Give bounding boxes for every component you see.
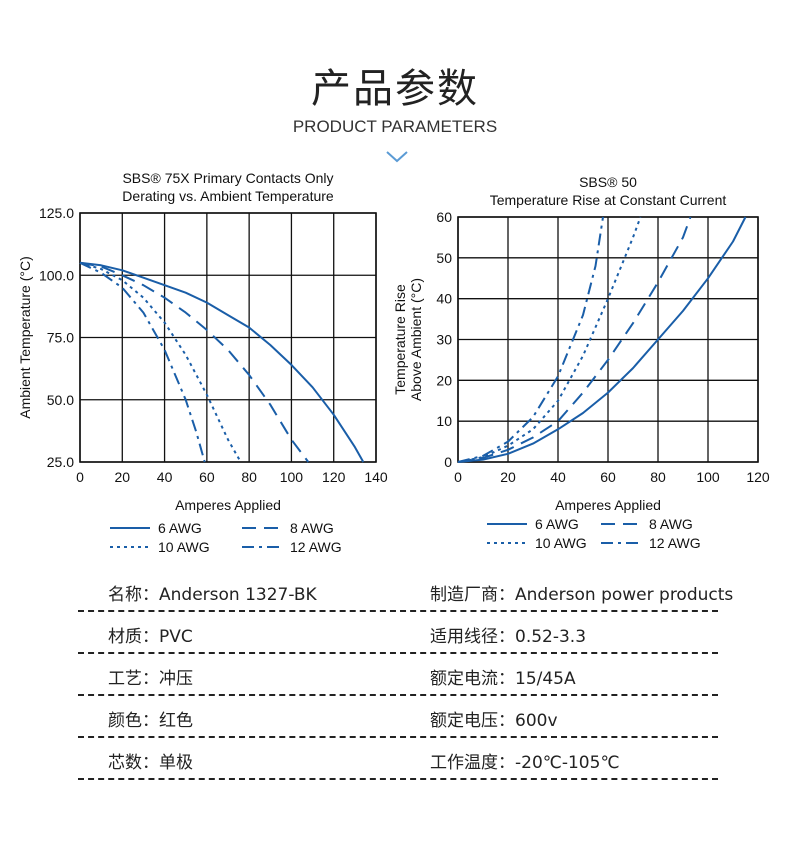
charts-area: SBS® 75X Primary Contacts Only Derating v…	[17, 170, 770, 555]
param-row: 芯数：单极 工作温度：-20℃-105℃	[78, 738, 718, 780]
x-tick-label: 40	[550, 469, 566, 485]
y-tick-label: 100.0	[39, 267, 74, 283]
series-line-6-awg	[79, 261, 365, 463]
legend-label: 8 AWG	[649, 516, 693, 532]
series-line-12-awg	[457, 216, 604, 463]
param-color: 颜色：红色	[108, 711, 193, 731]
series-line-8-awg	[457, 216, 692, 463]
y-tick-label: 40	[436, 291, 452, 307]
param-row: 颜色：红色 额定电压：600v	[78, 696, 718, 738]
series-line-8-awg	[79, 261, 310, 463]
page-title: 产品参数	[311, 66, 479, 112]
param-rated-voltage: 额定电压：600v	[430, 711, 558, 731]
param-name: 名称：Anderson 1327-BK	[108, 585, 317, 605]
plot-frame	[457, 216, 759, 463]
param-row: 名称：Anderson 1327-BK 制造厂商：Anderson power …	[78, 570, 733, 612]
y-tick-label: 125.0	[39, 205, 74, 221]
temperature-rise-chart: SBS® 50 Temperature Rise at Constant Curr…	[392, 174, 770, 551]
legend-label: 12 AWG	[649, 535, 701, 551]
y-axis-label: Ambient Temperature (°C)	[17, 256, 33, 419]
chart-grid	[457, 216, 759, 463]
x-tick-label: 120	[746, 469, 770, 485]
parameter-table: 名称：Anderson 1327-BK 制造厂商：Anderson power …	[78, 570, 733, 780]
param-row: 工艺：冲压 额定电流：15/45A	[78, 654, 718, 696]
series-line-12-awg	[79, 261, 206, 463]
derating-chart: SBS® 75X Primary Contacts Only Derating v…	[17, 170, 388, 555]
y-tick-label: 25.0	[47, 454, 74, 470]
page-subtitle: PRODUCT PARAMETERS	[292, 117, 498, 136]
param-manufacturer: 制造厂商：Anderson power products	[430, 585, 734, 605]
x-tick-label: 140	[364, 469, 388, 485]
y-tick-label: 75.0	[47, 330, 74, 346]
y-tick-label: 30	[436, 332, 452, 348]
param-operating-temp: 工作温度：-20℃-105℃	[430, 753, 620, 773]
y-tick-label: 50	[436, 250, 452, 266]
x-axis-label: Amperes Applied	[175, 497, 281, 513]
chart-title: SBS® 50	[579, 174, 637, 190]
x-tick-label: 120	[322, 469, 346, 485]
x-tick-label: 100	[696, 469, 720, 485]
y-tick-label: 20	[436, 372, 452, 388]
chevron-down-icon	[386, 151, 408, 163]
legend-label: 6 AWG	[535, 516, 579, 532]
chart-title: SBS® 75X Primary Contacts Only	[122, 170, 333, 186]
y-axis-label-line2: Above Ambient (°C)	[408, 278, 424, 401]
y-tick-label: 50.0	[47, 392, 74, 408]
param-row: 材质：PVC 适用线径：0.52-3.3	[78, 612, 718, 654]
legend-label: 10 AWG	[158, 539, 210, 555]
series-line-10-awg	[79, 261, 242, 463]
legend-label: 6 AWG	[158, 520, 202, 536]
y-axis-label-line1: Temperature Rise	[392, 284, 408, 395]
x-tick-label: 0	[454, 469, 462, 485]
y-tick-label: 60	[436, 209, 452, 225]
chart-subtitle: Temperature Rise at Constant Current	[490, 192, 727, 208]
x-tick-label: 20	[500, 469, 516, 485]
plot-frame	[79, 212, 377, 463]
x-axis-label: Amperes Applied	[555, 497, 661, 513]
x-tick-label: 60	[600, 469, 616, 485]
series-line-10-awg	[457, 216, 642, 463]
x-tick-label: 100	[280, 469, 304, 485]
x-tick-label: 60	[199, 469, 215, 485]
param-wire-gauge: 适用线径：0.52-3.3	[430, 627, 587, 647]
x-tick-label: 80	[650, 469, 666, 485]
legend-label: 12 AWG	[290, 539, 342, 555]
y-tick-label: 10	[436, 413, 452, 429]
param-material: 材质：PVC	[108, 627, 193, 647]
legend-label: 8 AWG	[290, 520, 334, 536]
x-tick-label: 40	[157, 469, 173, 485]
param-rated-current: 额定电流：15/45A	[430, 669, 576, 689]
x-tick-label: 0	[76, 469, 84, 485]
chart-subtitle: Derating vs. Ambient Temperature	[122, 188, 334, 204]
chart-grid	[79, 212, 377, 463]
y-tick-label: 0	[444, 454, 452, 470]
param-process: 工艺：冲压	[108, 669, 193, 689]
param-cores: 芯数：单极	[108, 753, 193, 773]
x-tick-label: 20	[114, 469, 130, 485]
series-line-6-awg	[457, 216, 747, 463]
legend-label: 10 AWG	[535, 535, 587, 551]
x-tick-label: 80	[241, 469, 257, 485]
